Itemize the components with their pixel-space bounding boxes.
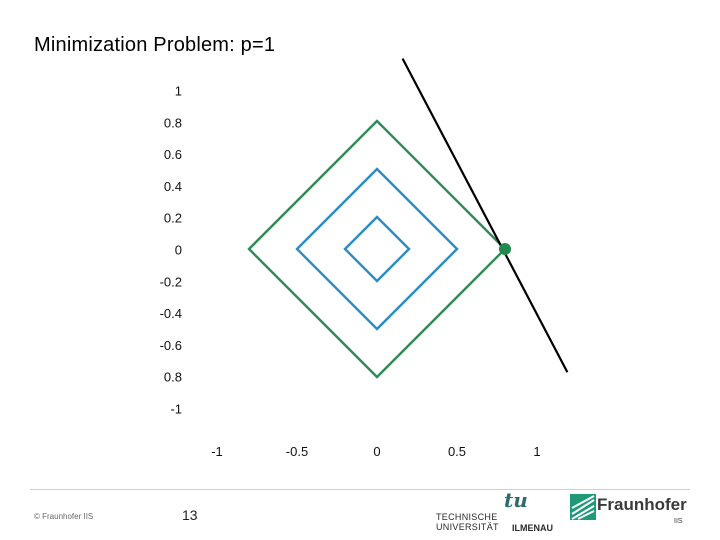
x-tick-labels: -1 -0.5 0 0.5 1 (211, 444, 540, 459)
fraunhofer-logo-icon (570, 494, 596, 520)
x-tick-label: 0 (373, 444, 380, 459)
tu-logo-line1: TECHNISCHE UNIVERSITÄT (436, 512, 499, 532)
fraunhofer-logo: Fraunhofer IIS (570, 492, 690, 532)
l1-ball-r0_2 (343, 215, 411, 283)
copyright-text: © Fraunhofer IIS (34, 512, 94, 521)
x-tick-label: -0.5 (286, 444, 308, 459)
footer-divider (30, 489, 690, 490)
y-tick-label: 0.8 (164, 115, 182, 130)
y-tick-label: -1 (170, 402, 182, 417)
l1-ball-r0_5 (295, 167, 459, 331)
y-tick-label: 0 (175, 243, 182, 258)
x-tick-label: 1 (533, 444, 540, 459)
x-tick-label: -1 (211, 444, 223, 459)
slide-title: Minimization Problem: p=1 (34, 34, 276, 56)
fraunhofer-logo-name: Fraunhofer (597, 495, 687, 514)
tu-logo-mark: tu (504, 488, 528, 512)
tu-logo-line2: ILMENAU (512, 523, 553, 533)
y-tick-label: 1 (175, 84, 182, 99)
y-tick-label: 0.6 (164, 147, 182, 162)
constraint-line (401, 58, 569, 373)
y-tick-label: -0.4 (160, 306, 182, 321)
y-tick-label: -0.6 (160, 338, 182, 353)
page-number: 13 (182, 507, 198, 523)
diamonds-group (247, 119, 507, 379)
solution-point (499, 243, 511, 255)
l1-ball-r0_8 (247, 119, 507, 379)
x-tick-label: 0.5 (448, 444, 466, 459)
y-tick-label: 0.4 (164, 179, 182, 194)
y-tick-labels: 1 0.8 0.6 0.4 0.2 0 -0.2 -0.4 -0.6 0.8 -1 (160, 84, 182, 417)
fraunhofer-logo-sub: IIS (674, 518, 683, 525)
y-tick-label: 0.8 (164, 370, 182, 385)
y-tick-label: -0.2 (160, 274, 182, 289)
y-tick-label: 0.2 (164, 211, 182, 226)
tu-ilmenau-logo: tu TECHNISCHE UNIVERSITÄT ILMENAU (436, 488, 562, 534)
